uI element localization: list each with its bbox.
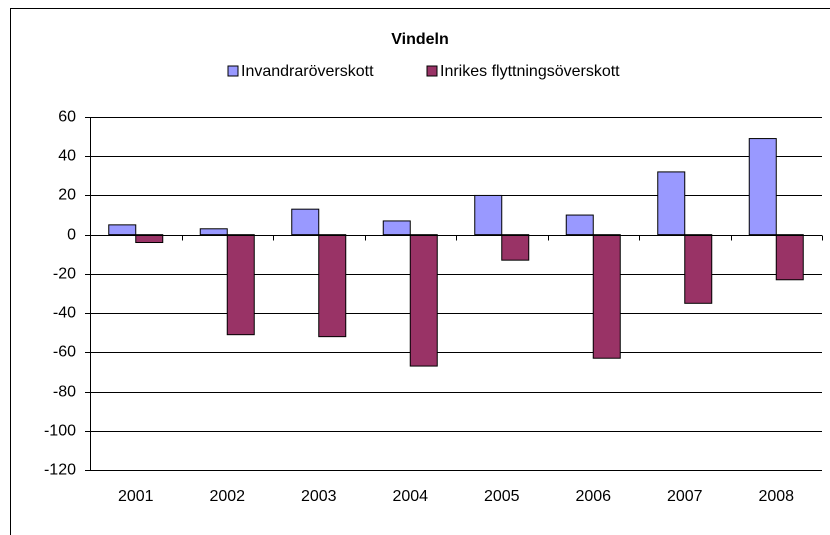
legend-label: Inrikes flyttningsöverskott	[440, 63, 620, 80]
bar	[409, 234, 438, 367]
y-tick-label: 20	[58, 187, 76, 204]
y-tick-label: 60	[58, 109, 76, 126]
x-tick-label: 2004	[392, 488, 428, 505]
bar	[748, 138, 777, 236]
y-tick-label: -40	[53, 305, 76, 322]
bar	[592, 234, 621, 359]
bar	[501, 234, 530, 261]
y-tick-label: 40	[58, 148, 76, 165]
x-tick-label: 2008	[758, 488, 794, 505]
y-tick-label: 0	[67, 227, 76, 244]
chart-title: Vindeln	[391, 31, 449, 48]
bar	[684, 234, 713, 304]
y-tick-label: -100	[44, 423, 76, 440]
legend-label: Invandraröverskott	[241, 63, 374, 80]
bar	[199, 228, 228, 236]
legend-swatch	[426, 65, 438, 77]
bar	[657, 171, 686, 236]
bar	[318, 234, 347, 338]
x-tick-label: 2005	[484, 488, 520, 505]
y-tick-label: -80	[53, 384, 76, 401]
bar	[474, 194, 503, 236]
bar	[775, 234, 804, 281]
bar	[291, 208, 320, 236]
bar	[565, 214, 594, 236]
x-tick-label: 2003	[301, 488, 337, 505]
y-tick-label: -20	[53, 266, 76, 283]
y-tick-label: -120	[44, 462, 76, 479]
bar	[382, 220, 411, 236]
x-tick-label: 2001	[118, 488, 154, 505]
bar	[135, 234, 164, 244]
y-tick-label: -60	[53, 344, 76, 361]
bar	[226, 234, 255, 336]
legend-swatch	[227, 65, 239, 77]
x-tick-label: 2007	[667, 488, 703, 505]
bar	[108, 224, 137, 236]
x-tick-label: 2006	[575, 488, 611, 505]
x-tick-label: 2002	[209, 488, 245, 505]
